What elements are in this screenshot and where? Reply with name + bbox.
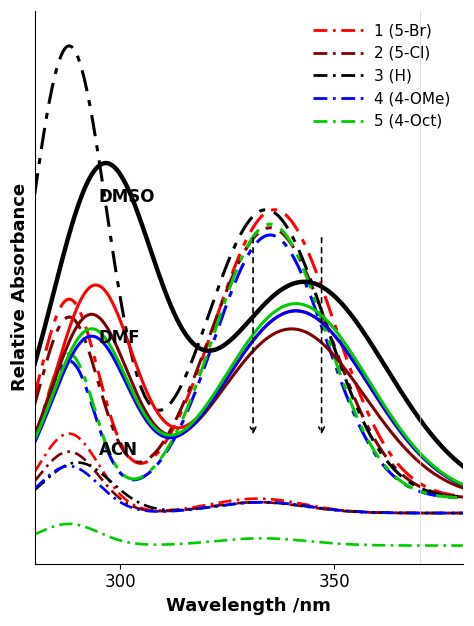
Text: DMF: DMF bbox=[99, 329, 140, 347]
Text: DMSO: DMSO bbox=[99, 188, 155, 207]
Y-axis label: Relative Absorbance: Relative Absorbance bbox=[11, 183, 29, 391]
Legend: 1 (5-Br), 2 (5-Cl), 3 (H), 4 (4-OMe), 5 (4-Oct): 1 (5-Br), 2 (5-Cl), 3 (H), 4 (4-OMe), 5 … bbox=[309, 19, 455, 133]
Text: ACN: ACN bbox=[99, 441, 138, 459]
X-axis label: Wavelength /nm: Wavelength /nm bbox=[166, 597, 331, 615]
